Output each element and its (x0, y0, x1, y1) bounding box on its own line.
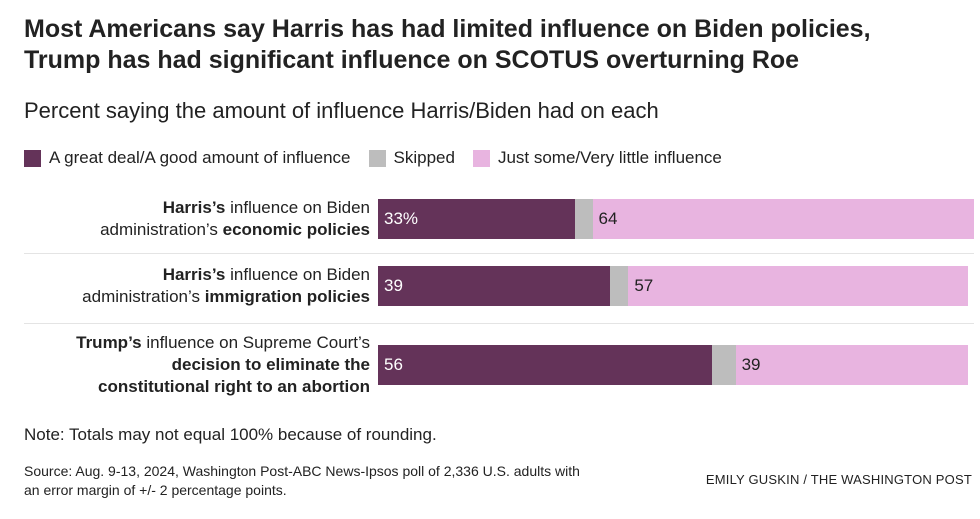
bar-segment (610, 266, 629, 306)
category-label-line: Harris’s influence on Biden (24, 197, 370, 219)
legend-swatch (472, 149, 490, 167)
bar-segment (735, 345, 969, 385)
chart-source: Source: Aug. 9-13, 2024, Washington Post… (24, 462, 704, 500)
category-label-line: decision to eliminate the (24, 354, 370, 376)
row-separator (24, 253, 974, 254)
chart-credit: EMILY GUSKIN / THE WASHINGTON POST (705, 472, 972, 487)
legend-swatch (368, 149, 386, 167)
row-separator (24, 323, 974, 324)
chart-title-line: Trump has had significant influence on S… (24, 46, 800, 74)
stacked-bar-chart: Harris’s influence on Biden administratio… (24, 186, 974, 416)
source-line: an error margin of +/- 2 percentage poin… (24, 482, 287, 498)
category-label-line: administration’s immigration policies (24, 286, 370, 308)
source-line: Source: Aug. 9-13, 2024, Washington Post… (24, 463, 580, 479)
bar-segment (711, 345, 736, 385)
bar-value-label: 39 (741, 355, 761, 374)
legend-label: A great deal/A good amount of influence (49, 148, 351, 167)
bar-value-label: 64 (598, 209, 618, 228)
category-label-line: Trump’s influence on Supreme Court’s (24, 332, 370, 354)
legend-label: Skipped (393, 148, 455, 167)
bar-segment (628, 266, 969, 306)
legend-item-great-deal: A great deal/A good amount of influence (24, 148, 351, 168)
bar-segment (378, 266, 611, 306)
category-label-segment: decision to eliminate the (171, 355, 370, 374)
category-label: Harris’s influence on Biden administratio… (24, 264, 370, 308)
category-label-segment: influence on Supreme Court’s (141, 333, 370, 352)
bar-segment (378, 345, 712, 385)
bar-segment (592, 199, 974, 239)
bar-value-label: 33% (384, 209, 419, 228)
category-label-segment: influence on Biden (225, 265, 370, 284)
category-label-segment: Harris’s (162, 265, 226, 284)
bar-value-label: 56 (384, 355, 403, 374)
category-label-segment: economic policies (222, 220, 370, 239)
chart-note: Note: Totals may not equal 100% because … (24, 425, 437, 444)
legend-label: Just some/Very little influence (497, 148, 722, 167)
category-label-line: constitutional right to an abortion (24, 376, 370, 398)
bar-segment (574, 199, 593, 239)
category-label-line: administration’s economic policies (24, 219, 370, 241)
legend: A great deal/A good amount of influence … (24, 146, 740, 170)
legend-swatch (24, 149, 41, 167)
category-label-segment: administration’s (82, 287, 205, 306)
chart-subtitle: Percent saying the amount of influence H… (24, 98, 659, 123)
chart-title: Most Americans say Harris has had limite… (24, 14, 964, 76)
legend-item-just-some: Just some/Very little influence (472, 148, 722, 168)
category-label-segment: influence on Biden (225, 198, 370, 217)
chart-title-line: Most Americans say Harris has had limite… (24, 15, 871, 43)
category-label: Trump’s influence on Supreme Court’s deci… (24, 332, 370, 398)
category-label: Harris’s influence on Biden administratio… (24, 197, 370, 241)
category-label-segment: constitutional right to an abortion (98, 377, 370, 396)
bar-value-label: 39 (384, 276, 403, 295)
category-label-line: Harris’s influence on Biden (24, 264, 370, 286)
category-label-segment: Trump’s (76, 333, 142, 352)
category-label-segment: administration’s (100, 220, 223, 239)
bar-segment (378, 199, 575, 239)
bar-value-label: 57 (634, 276, 654, 295)
category-label-segment: immigration policies (204, 287, 370, 306)
legend-item-skipped: Skipped (368, 148, 455, 168)
category-label-segment: Harris’s (162, 198, 226, 217)
